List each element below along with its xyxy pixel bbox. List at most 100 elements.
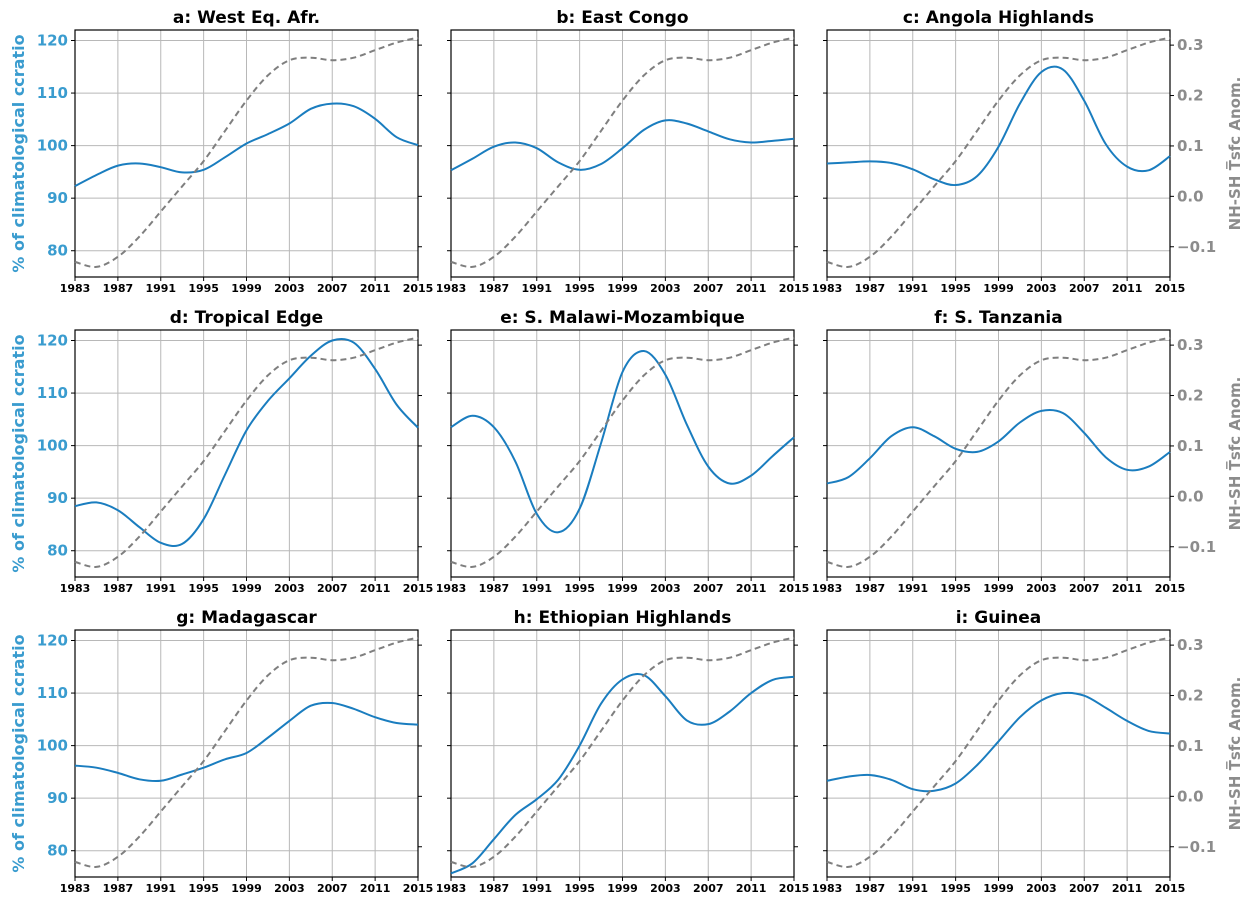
- x-tick-label: 1991: [145, 882, 176, 895]
- x-tick-label: 2003: [1026, 882, 1057, 895]
- y-right-tick-label: 0.0: [1177, 187, 1204, 205]
- x-tick-label: 1987: [855, 282, 886, 295]
- y-left-tick-label: 100: [37, 437, 68, 455]
- x-tick-label: 2015: [1155, 282, 1186, 295]
- y-right-tick-label: 0.1: [1177, 137, 1204, 155]
- x-tick-label: 2003: [274, 882, 305, 895]
- ccratio-series-line: [826, 408, 1171, 485]
- x-tick-label: 1991: [521, 582, 552, 595]
- x-tick-label: 1999: [983, 282, 1014, 295]
- x-tick-label: 2015: [403, 882, 434, 895]
- x-tick-label: 1999: [607, 282, 638, 295]
- chart-panel-g: g: Madagascar 1983 1987 1991 1995 1999 2003 200…: [37, 608, 434, 895]
- x-tick-label: 1999: [231, 282, 262, 295]
- x-tick-label: 2003: [650, 882, 681, 895]
- x-tick-label: 1983: [60, 282, 91, 295]
- x-tick-label: 1987: [103, 582, 134, 595]
- ccratio-series-line: [74, 102, 419, 187]
- x-tick-label: 2003: [650, 582, 681, 595]
- y-right-tick-label: 0.2: [1177, 687, 1204, 705]
- x-tick-label: 2015: [779, 882, 810, 895]
- x-tick-label: 2011: [736, 582, 767, 595]
- x-tick-label: 1995: [188, 282, 219, 295]
- y-left-tick-label: 110: [37, 684, 68, 702]
- y-axis-label-right: NH-SH T̅sfc Anom.: [1224, 77, 1244, 231]
- y-left-tick-label: 120: [37, 632, 68, 650]
- x-tick-label: 2011: [1112, 582, 1143, 595]
- x-tick-label: 2011: [1112, 282, 1143, 295]
- x-tick-label: 1995: [940, 882, 971, 895]
- chart-panel-b: b: East Congo 1983 1987 1991 1995 1999 2003 200…: [436, 8, 810, 295]
- x-tick-label: 1995: [188, 582, 219, 595]
- y-right-tick-label: −0.1: [1177, 838, 1216, 856]
- x-tick-label: 1987: [855, 582, 886, 595]
- x-tick-label: 2007: [1069, 582, 1100, 595]
- x-tick-label: 2011: [736, 282, 767, 295]
- y-right-tick-label: 0.3: [1177, 36, 1204, 54]
- panel-title: g: Madagascar: [176, 608, 317, 628]
- panel-title: d: Tropical Edge: [170, 308, 323, 328]
- x-tick-label: 1999: [231, 582, 262, 595]
- x-tick-label: 1999: [983, 882, 1014, 895]
- x-tick-label: 1991: [145, 282, 176, 295]
- x-tick-label: 2015: [779, 582, 810, 595]
- x-tick-label: 2003: [1026, 282, 1057, 295]
- ccratio-series-line: [450, 350, 795, 534]
- x-tick-label: 2003: [650, 282, 681, 295]
- y-left-tick-label: 80: [47, 542, 68, 560]
- panel-title: i: Guinea: [956, 608, 1042, 628]
- y-left-tick-label: 120: [37, 32, 68, 50]
- x-tick-label: 1987: [479, 882, 510, 895]
- panel-title: e: S. Malawi-Mozambique: [500, 308, 745, 328]
- x-tick-label: 2015: [403, 282, 434, 295]
- x-tick-label: 2007: [693, 282, 724, 295]
- x-tick-label: 1991: [145, 582, 176, 595]
- chart-panel-h: h: Ethiopian Highlands 1983 1987 1991 1995 19…: [436, 608, 810, 895]
- y-left-tick-label: 90: [47, 789, 68, 807]
- x-tick-label: 1999: [607, 882, 638, 895]
- x-tick-label: 1983: [812, 282, 843, 295]
- x-tick-label: 1991: [897, 882, 928, 895]
- ccratio-series-line: [450, 673, 795, 875]
- x-tick-label: 1999: [983, 582, 1014, 595]
- x-tick-label: 2003: [274, 582, 305, 595]
- y-left-tick-label: 110: [37, 84, 68, 102]
- x-tick-label: 1999: [231, 882, 262, 895]
- panel-title: h: Ethiopian Highlands: [514, 608, 732, 628]
- y-axis-label-right: NH-SH T̅sfc Anom.: [1224, 377, 1244, 531]
- ccratio-series-line: [74, 337, 419, 548]
- y-left-tick-label: 100: [37, 737, 68, 755]
- x-tick-label: 1983: [812, 882, 843, 895]
- chart-panel-i: i: Guinea 1983 1987 1991 1995 1999 2003 2007 201…: [812, 608, 1216, 895]
- x-tick-label: 2007: [317, 882, 348, 895]
- x-tick-label: 2015: [1155, 582, 1186, 595]
- y-right-tick-label: 0.0: [1177, 787, 1204, 805]
- x-tick-label: 2011: [1112, 882, 1143, 895]
- x-tick-label: 1987: [479, 282, 510, 295]
- y-left-tick-label: 80: [47, 842, 68, 860]
- x-tick-label: 2007: [317, 282, 348, 295]
- y-right-tick-label: −0.1: [1177, 538, 1216, 556]
- y-axis-label-left: % of climatological ccratio: [9, 34, 28, 272]
- y-axis-label-right: NH-SH T̅sfc Anom.: [1224, 677, 1244, 831]
- y-left-tick-label: 120: [37, 332, 68, 350]
- x-tick-label: 2003: [1026, 582, 1057, 595]
- x-tick-label: 2011: [360, 582, 391, 595]
- x-tick-label: 1983: [812, 582, 843, 595]
- x-tick-label: 1983: [60, 582, 91, 595]
- y-right-tick-label: −0.1: [1177, 238, 1216, 256]
- x-tick-label: 2015: [779, 282, 810, 295]
- y-left-tick-label: 100: [37, 137, 68, 155]
- x-tick-label: 2015: [1155, 882, 1186, 895]
- x-tick-label: 2011: [736, 882, 767, 895]
- panel-title: a: West Eq. Afr.: [173, 8, 320, 28]
- panel-title: c: Angola Highlands: [903, 8, 1094, 28]
- y-left-tick-label: 80: [47, 242, 68, 260]
- x-tick-label: 1999: [607, 582, 638, 595]
- x-tick-label: 1991: [897, 282, 928, 295]
- y-left-tick-label: 90: [47, 189, 68, 207]
- x-tick-label: 1995: [564, 582, 595, 595]
- x-tick-label: 1987: [855, 882, 886, 895]
- chart-panel-c: c: Angola Highlands 1983 1987 1991 1995 1999 2…: [812, 8, 1216, 295]
- x-tick-label: 2007: [317, 582, 348, 595]
